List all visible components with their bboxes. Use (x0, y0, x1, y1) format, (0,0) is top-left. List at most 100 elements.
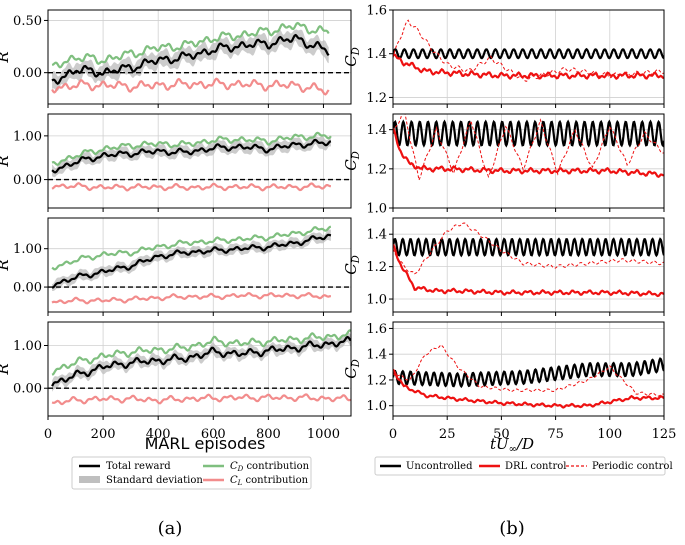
y-tick-label: 1.00 (13, 129, 42, 144)
series-cd-contribution (51, 225, 332, 271)
axes-frame (47, 217, 352, 313)
std-band (52, 332, 351, 392)
subplot-b-1: 1.2 1.4 1.6 CD (342, 4, 665, 108)
subplot-a-data (51, 329, 351, 406)
x-tick-label: 100 (597, 427, 622, 442)
x-tick-label: 50 (493, 427, 510, 442)
y-axis-label-main: C (342, 367, 360, 379)
subplot-b-data (393, 344, 664, 409)
subplot-b-data (393, 114, 664, 182)
y-tick-label: 1.0 (366, 399, 387, 414)
y-tick-label: 1.00 (13, 339, 42, 354)
subplot-a-data (51, 225, 332, 305)
series-uncontrolled (393, 47, 664, 60)
legend-cd-label: CD contribution (230, 461, 310, 473)
subplot-a-1: 0.00 0.50 R (0, 9, 352, 108)
subplot-b-3: 1.0 1.2 1.4 CD (342, 217, 665, 316)
series-cd-contribution (51, 21, 330, 69)
axes-frame (392, 321, 665, 417)
x-tick-label: 125 (652, 427, 677, 442)
legend-std-swatch (79, 476, 100, 483)
y-tick-label: 1.4 (366, 348, 387, 363)
series-uncontrolled (393, 237, 664, 258)
y-tick-label: 0.00 (13, 281, 42, 296)
y-tick-label: 1.2 (366, 91, 387, 106)
y-axis-label: R (0, 363, 12, 375)
x-tick-label: 25 (439, 427, 456, 442)
y-axis-label: CD (342, 47, 362, 67)
axes-frame (392, 217, 665, 313)
legend-total-label: Total reward (106, 461, 171, 472)
series-cl-contribution (51, 292, 331, 305)
legend-a-frame (71, 456, 312, 490)
axes-frame (392, 113, 665, 209)
y-axis-label-main: C (342, 159, 360, 171)
subplot-a-3: 0.00 1.00R (0, 217, 352, 316)
x-tick-label: 0 (389, 427, 397, 442)
y-axis-label: CD (342, 151, 362, 171)
y-axis-label-sub: D (351, 47, 362, 56)
subplot-a-data (51, 131, 332, 192)
series-cl-contribution (51, 77, 330, 96)
legend-drl-label: DRL control (505, 461, 566, 472)
subplot-b-data (393, 19, 664, 82)
y-axis-label-sub: D (351, 255, 362, 264)
y-tick-label: 0.00 (13, 382, 42, 397)
y-axis-label-main: C (342, 263, 360, 275)
y-tick-label: 1.00 (13, 242, 42, 257)
series-total-reward (51, 33, 330, 85)
y-axis-label-main: C (342, 55, 360, 67)
series-cd-contribution (51, 329, 351, 376)
x-tick-label: 200 (91, 427, 116, 442)
y-tick-label: 1.2 (366, 373, 387, 388)
series-periodic-control (393, 222, 664, 275)
y-tick-label: 1.4 (366, 47, 387, 62)
series-drl-control (393, 127, 664, 179)
y-tick-label: 0.00 (13, 66, 42, 81)
x-tick-label: 0 (44, 427, 52, 442)
legend-cl-label: CL contribution (230, 475, 309, 487)
y-tick-label: 0.50 (13, 14, 42, 29)
series-total-reward (52, 233, 332, 289)
series-periodic-control (393, 114, 664, 182)
std-band (52, 135, 331, 178)
legend-std-label: Standard deviation (106, 475, 203, 486)
legend-a: Total reward Standard deviation CD contr… (71, 456, 312, 490)
x-tick-label: 1000 (307, 427, 340, 442)
series-drl-control (393, 243, 664, 298)
std-band (52, 229, 331, 291)
subplot-a-data (51, 21, 330, 96)
panel-b-xlabel: tU∞/D (490, 435, 534, 455)
subplot-a-4: 0.00 1.00R (0, 321, 352, 420)
axes-frame (392, 9, 665, 105)
legend-b-frame (374, 456, 666, 476)
y-tick-label: 1.0 (366, 293, 387, 308)
panel-a-xlabel: MARL episodes (145, 434, 266, 453)
subplot-b-data (393, 222, 664, 298)
axes-frame (47, 9, 352, 105)
series-drl-control (393, 53, 664, 81)
y-axis-label: R (0, 155, 12, 167)
legend-b: Uncontrolled DRL control Periodic contro… (374, 456, 673, 476)
series-cd-contribution (51, 131, 332, 166)
axes-frame (47, 321, 352, 417)
std-band (52, 29, 329, 92)
series-uncontrolled (393, 119, 664, 148)
y-tick-label: 0.00 (13, 173, 42, 188)
y-axis-label: R (0, 259, 12, 271)
panel-a-label: (a) (158, 518, 183, 539)
series-total-reward (51, 335, 351, 387)
y-tick-label: 1.0 (366, 202, 387, 217)
x-tick-label: 400 (146, 427, 171, 442)
legend-uncontrolled-label: Uncontrolled (406, 461, 473, 472)
series-uncontrolled (393, 357, 664, 389)
x-tick-label: 600 (201, 427, 226, 442)
y-axis-label: R (0, 51, 12, 63)
y-tick-label: 1.2 (366, 260, 387, 275)
y-tick-label: 1.2 (366, 162, 387, 177)
y-axis-label-sub: D (351, 359, 362, 368)
panel-a-charts: 0.000.50R0.001.00R0.001.00R0.001.00R0200… (0, 9, 352, 442)
series-cl-contribution (51, 393, 351, 406)
y-axis-label: CD (342, 255, 362, 275)
